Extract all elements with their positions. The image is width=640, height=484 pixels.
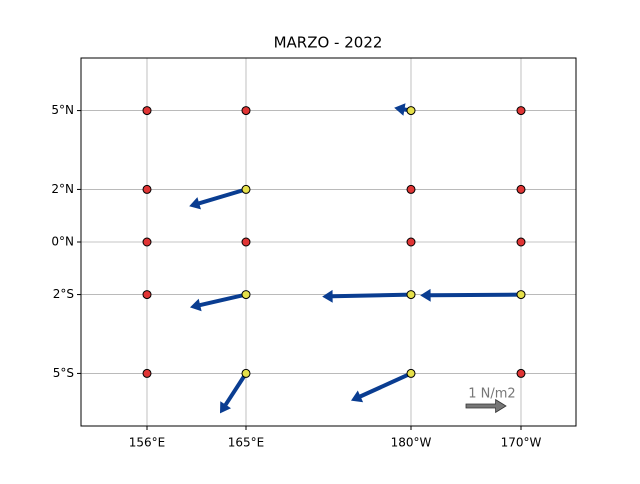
x-tick-label: 180°W [391, 436, 432, 450]
station-point [516, 184, 526, 194]
station-point [241, 184, 251, 194]
station-point [142, 237, 152, 247]
x-tick-label: 165°E [228, 436, 265, 450]
station-point [516, 368, 526, 378]
plot-frame [80, 57, 577, 427]
station-point [241, 290, 251, 300]
key-arrow [465, 398, 507, 414]
station-point [142, 106, 152, 116]
y-tick-label: 0°N [51, 235, 74, 249]
station-point [516, 237, 526, 247]
vector-arrow [351, 371, 412, 403]
station-point [516, 290, 526, 300]
station-point [406, 106, 416, 116]
station-point [241, 368, 251, 378]
station-point [406, 237, 416, 247]
vector-arrow [420, 288, 521, 302]
vector-arrow [220, 372, 248, 414]
station-point [241, 237, 251, 247]
station-point [516, 106, 526, 116]
key-label: 1 N/m2 [468, 387, 515, 402]
station-point [406, 368, 416, 378]
station-point [406, 184, 416, 194]
x-tick-label: 156°E [129, 436, 166, 450]
y-tick-label: 2°S [53, 287, 74, 301]
vector-arrow [394, 103, 412, 116]
station-point [406, 290, 416, 300]
station-point [142, 290, 152, 300]
y-tick-label: 2°N [51, 182, 74, 196]
y-tick-label: 5°S [53, 366, 74, 380]
vector-arrow [322, 289, 411, 303]
x-tick-label: 170°W [501, 436, 542, 450]
station-point [241, 106, 251, 116]
vector-arrow [190, 292, 247, 312]
vector-arrow [189, 187, 247, 210]
y-tick-label: 5°N [51, 103, 74, 117]
station-point [142, 368, 152, 378]
chart-title: MARZO - 2022 [274, 34, 383, 52]
station-point [142, 184, 152, 194]
